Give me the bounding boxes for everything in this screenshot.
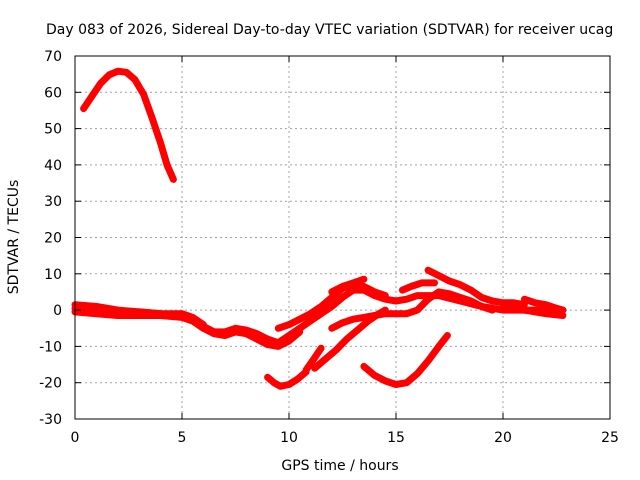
tick-labels: 0 5 10 15 20 25 -30 -20 -10 0 10 20 30 40 50 60 70 — [39, 49, 619, 446]
series-layer — [71, 67, 567, 390]
series-line-arc-4 — [71, 304, 207, 329]
y-tick-label: 60 — [44, 85, 62, 101]
y-axis-label: SDTVAR / TECUs — [6, 180, 22, 295]
series-line-arc-5 — [274, 281, 389, 332]
grid-lines — [75, 56, 610, 419]
chart-title: Day 083 of 2026, Sidereal Day-to-day VTE… — [46, 22, 613, 38]
series-line-arc-14 — [302, 344, 325, 374]
axis-ticks — [74, 55, 611, 420]
x-axis-label: GPS time / hours — [281, 458, 398, 474]
y-tick-label: 40 — [44, 158, 62, 174]
x-tick-label: 25 — [601, 430, 619, 446]
x-tick-label: 20 — [494, 430, 512, 446]
series-line-arc-6 — [328, 275, 368, 296]
y-tick-label: 20 — [44, 231, 62, 247]
series-line-arc-7 — [328, 288, 496, 332]
y-tick-label: 50 — [44, 122, 62, 138]
series-line-arc-10 — [520, 295, 567, 314]
series-line-arc-1 — [80, 67, 177, 183]
series-line-arc-13 — [311, 306, 389, 372]
x-tick-label: 5 — [178, 430, 187, 446]
y-tick-label: 10 — [44, 267, 62, 283]
y-tick-label: 0 — [53, 303, 62, 319]
y-tick-label: -30 — [39, 412, 62, 428]
y-tick-label: -10 — [39, 339, 62, 355]
x-tick-label: 0 — [71, 430, 80, 446]
x-tick-label: 10 — [280, 430, 298, 446]
y-tick-label: 30 — [44, 194, 62, 210]
x-tick-label: 15 — [387, 430, 405, 446]
series-line-arc-8 — [398, 279, 438, 294]
series-line-arc-9 — [424, 266, 528, 309]
series-line-arc-15 — [360, 332, 451, 388]
y-tick-label: -20 — [39, 376, 62, 392]
series-line-arc-11 — [499, 304, 567, 319]
series-line-arc-12 — [264, 368, 310, 390]
y-tick-label: 70 — [44, 49, 62, 65]
